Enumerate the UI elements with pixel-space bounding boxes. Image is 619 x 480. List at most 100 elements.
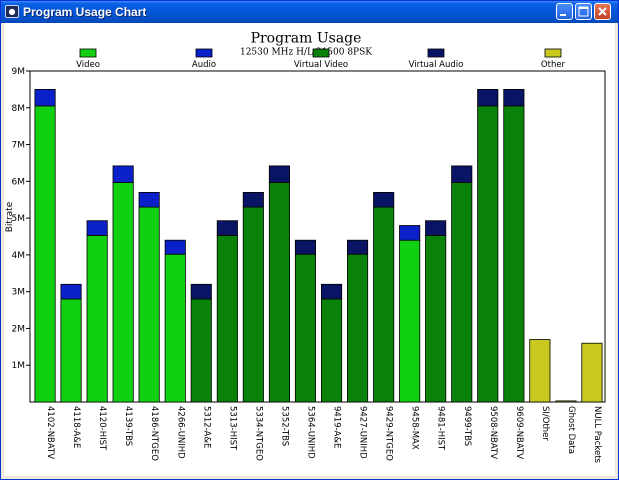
chart-area: Program Usage 12530 MHz H/L 21500 8PSK V…: [4, 23, 615, 476]
x-tick-label: Ghost Data: [566, 406, 576, 454]
legend-swatch-audio: [195, 48, 213, 58]
bar-9458-max-audio: [399, 225, 421, 241]
maximize-icon: [578, 6, 589, 17]
x-tick-labels: 4102-NBATV 4118-A&E 4120-HIST 4139-TBS 4186-…: [45, 406, 602, 464]
x-tick-label: 5313-HIST: [227, 406, 237, 451]
legend-label-other: Other: [541, 60, 566, 70]
bar-9609-nbatv-virtual-audio: [503, 89, 525, 107]
x-tick-label: 4186-NTGEO: [149, 406, 159, 461]
bar-4266-unihd-video: [164, 253, 186, 403]
y-tick-label: 3M: [12, 288, 26, 298]
bar-4186-ntgeo-audio: [138, 191, 160, 208]
x-tick-label: 5364-UNIHD: [306, 406, 316, 459]
bar-5312-a-e-virtual-audio: [190, 283, 212, 300]
bar-9427-unihd-virtual-video: [346, 253, 369, 403]
x-tick-label: NULL Packets: [592, 406, 602, 464]
legend-label-video: Video: [76, 60, 100, 70]
bar-5364-unihd-virtual-video: [294, 253, 316, 403]
minimize-icon: [560, 14, 566, 16]
x-tick-label: 9458-MAX: [410, 406, 420, 450]
bar-4186-ntgeo-video: [138, 206, 160, 403]
bar-9609-nbatv-virtual-video: [503, 105, 525, 403]
bar-5313-hist-virtual-audio: [216, 220, 238, 236]
legend-label-virtual-video: Virtual Video: [294, 60, 348, 70]
bar-4139-tbs-video: [112, 181, 134, 403]
x-tick-label: 4139-TBS: [123, 406, 133, 446]
window-title: Program Usage Chart: [23, 5, 147, 19]
bar-4102-nbatv-video: [34, 105, 56, 403]
bar-9419-a-e-virtual-video: [320, 298, 343, 403]
maximize-button[interactable]: [575, 3, 592, 20]
legend-label-audio: Audio: [192, 60, 216, 70]
y-tick-label: 2M: [12, 324, 26, 334]
x-tick-label: 9508-NBATV: [488, 406, 498, 459]
bar-5334-ntgeo-virtual-audio: [242, 191, 264, 208]
bar-9427-unihd-virtual-audio: [346, 239, 369, 255]
chart-title: Program Usage: [251, 31, 362, 47]
legend: Video Audio Virtual Video Virtual Audio Othe…: [76, 48, 566, 70]
y-tick-label: 5M: [12, 214, 26, 224]
legend-swatch-virtual-audio: [427, 48, 445, 58]
y-tick-label: 8M: [12, 104, 26, 114]
bar-9458-max-video: [399, 239, 421, 403]
bar-4120-hist-audio: [86, 220, 108, 236]
bar-9429-ntgeo-virtual-audio: [373, 191, 395, 208]
legend-label-virtual-audio: Virtual Audio: [409, 60, 464, 70]
bar-9419-a-e-virtual-audio: [320, 283, 343, 300]
bar-9481-hist-virtual-video: [425, 234, 447, 403]
bar-9499-tbs-virtual-audio: [451, 165, 473, 183]
bar-5334-ntgeo-virtual-video: [242, 206, 264, 403]
bar-9429-ntgeo-virtual-video: [373, 206, 395, 403]
bar-null-packets-other: [581, 342, 603, 403]
bars: [34, 89, 603, 403]
x-tick-label: 9481-HIST: [436, 406, 446, 451]
y-tick-label: 4M: [12, 251, 26, 261]
x-tick-label: 5334-NTGEO: [253, 406, 263, 461]
x-tick-label: 4266-UNIHD: [175, 406, 185, 459]
close-button[interactable]: [594, 3, 611, 20]
title-bar[interactable]: ● Program Usage Chart: [1, 1, 618, 23]
minimize-button[interactable]: [556, 3, 573, 20]
bar-9499-tbs-virtual-video: [451, 181, 473, 403]
bar-4102-nbatv-audio: [34, 89, 56, 107]
legend-swatch-other: [544, 48, 562, 58]
x-tick-label: 9429-NTGEO: [384, 406, 394, 461]
bar-si-other-other: [529, 339, 551, 403]
x-tick-label: 4102-NBATV: [45, 406, 55, 459]
axes: 1M 2M 3M 4M 5M 6M 7M 8M 9M: [12, 67, 606, 403]
y-tick-label: 9M: [12, 67, 26, 77]
y-tick-label: 6M: [12, 177, 26, 187]
x-tick-label: 4120-HIST: [97, 406, 107, 451]
bar-4118-a-e-audio: [60, 283, 82, 300]
program-usage-chart: Program Usage 12530 MHz H/L 21500 8PSK V…: [5, 31, 606, 464]
bar-5352-tbs-virtual-video: [268, 181, 290, 403]
bar-4120-hist-video: [86, 234, 108, 403]
plot-frame: [29, 70, 606, 403]
x-tick-label: 4118-A&E: [71, 406, 81, 448]
bar-5352-tbs-virtual-audio: [268, 165, 290, 183]
bar-ghost-data-other: [555, 400, 577, 403]
legend-swatch-video: [79, 48, 97, 58]
bar-4266-unihd-audio: [164, 239, 186, 255]
y-tick-label: 7M: [12, 141, 26, 151]
bar-9508-nbatv-virtual-audio: [477, 89, 499, 107]
bar-5313-hist-virtual-video: [216, 234, 238, 403]
close-icon: [598, 7, 607, 16]
bar-9508-nbatv-virtual-video: [477, 105, 499, 403]
x-tick-label: SI/Other: [540, 406, 550, 441]
chart-subtitle: 12530 MHz H/L 21500 8PSK: [240, 48, 372, 58]
y-tick-label: 1M: [12, 361, 26, 371]
x-tick-label: 9427-UNIHD: [358, 406, 368, 459]
bar-9481-hist-virtual-audio: [425, 220, 447, 236]
x-tick-label: 9419-A&E: [332, 406, 342, 448]
x-tick-label: 9499-TBS: [462, 406, 472, 446]
x-tick-label: 5312-A&E: [201, 406, 211, 448]
bar-4118-a-e-video: [60, 298, 82, 403]
x-tick-label: 9609-NBATV: [514, 406, 524, 459]
bar-4139-tbs-audio: [112, 165, 134, 183]
bar-5364-unihd-virtual-audio: [294, 239, 316, 255]
bar-5312-a-e-virtual-video: [190, 298, 212, 403]
y-axis-label: Bitrate: [5, 201, 15, 232]
app-icon: ●: [5, 5, 19, 18]
